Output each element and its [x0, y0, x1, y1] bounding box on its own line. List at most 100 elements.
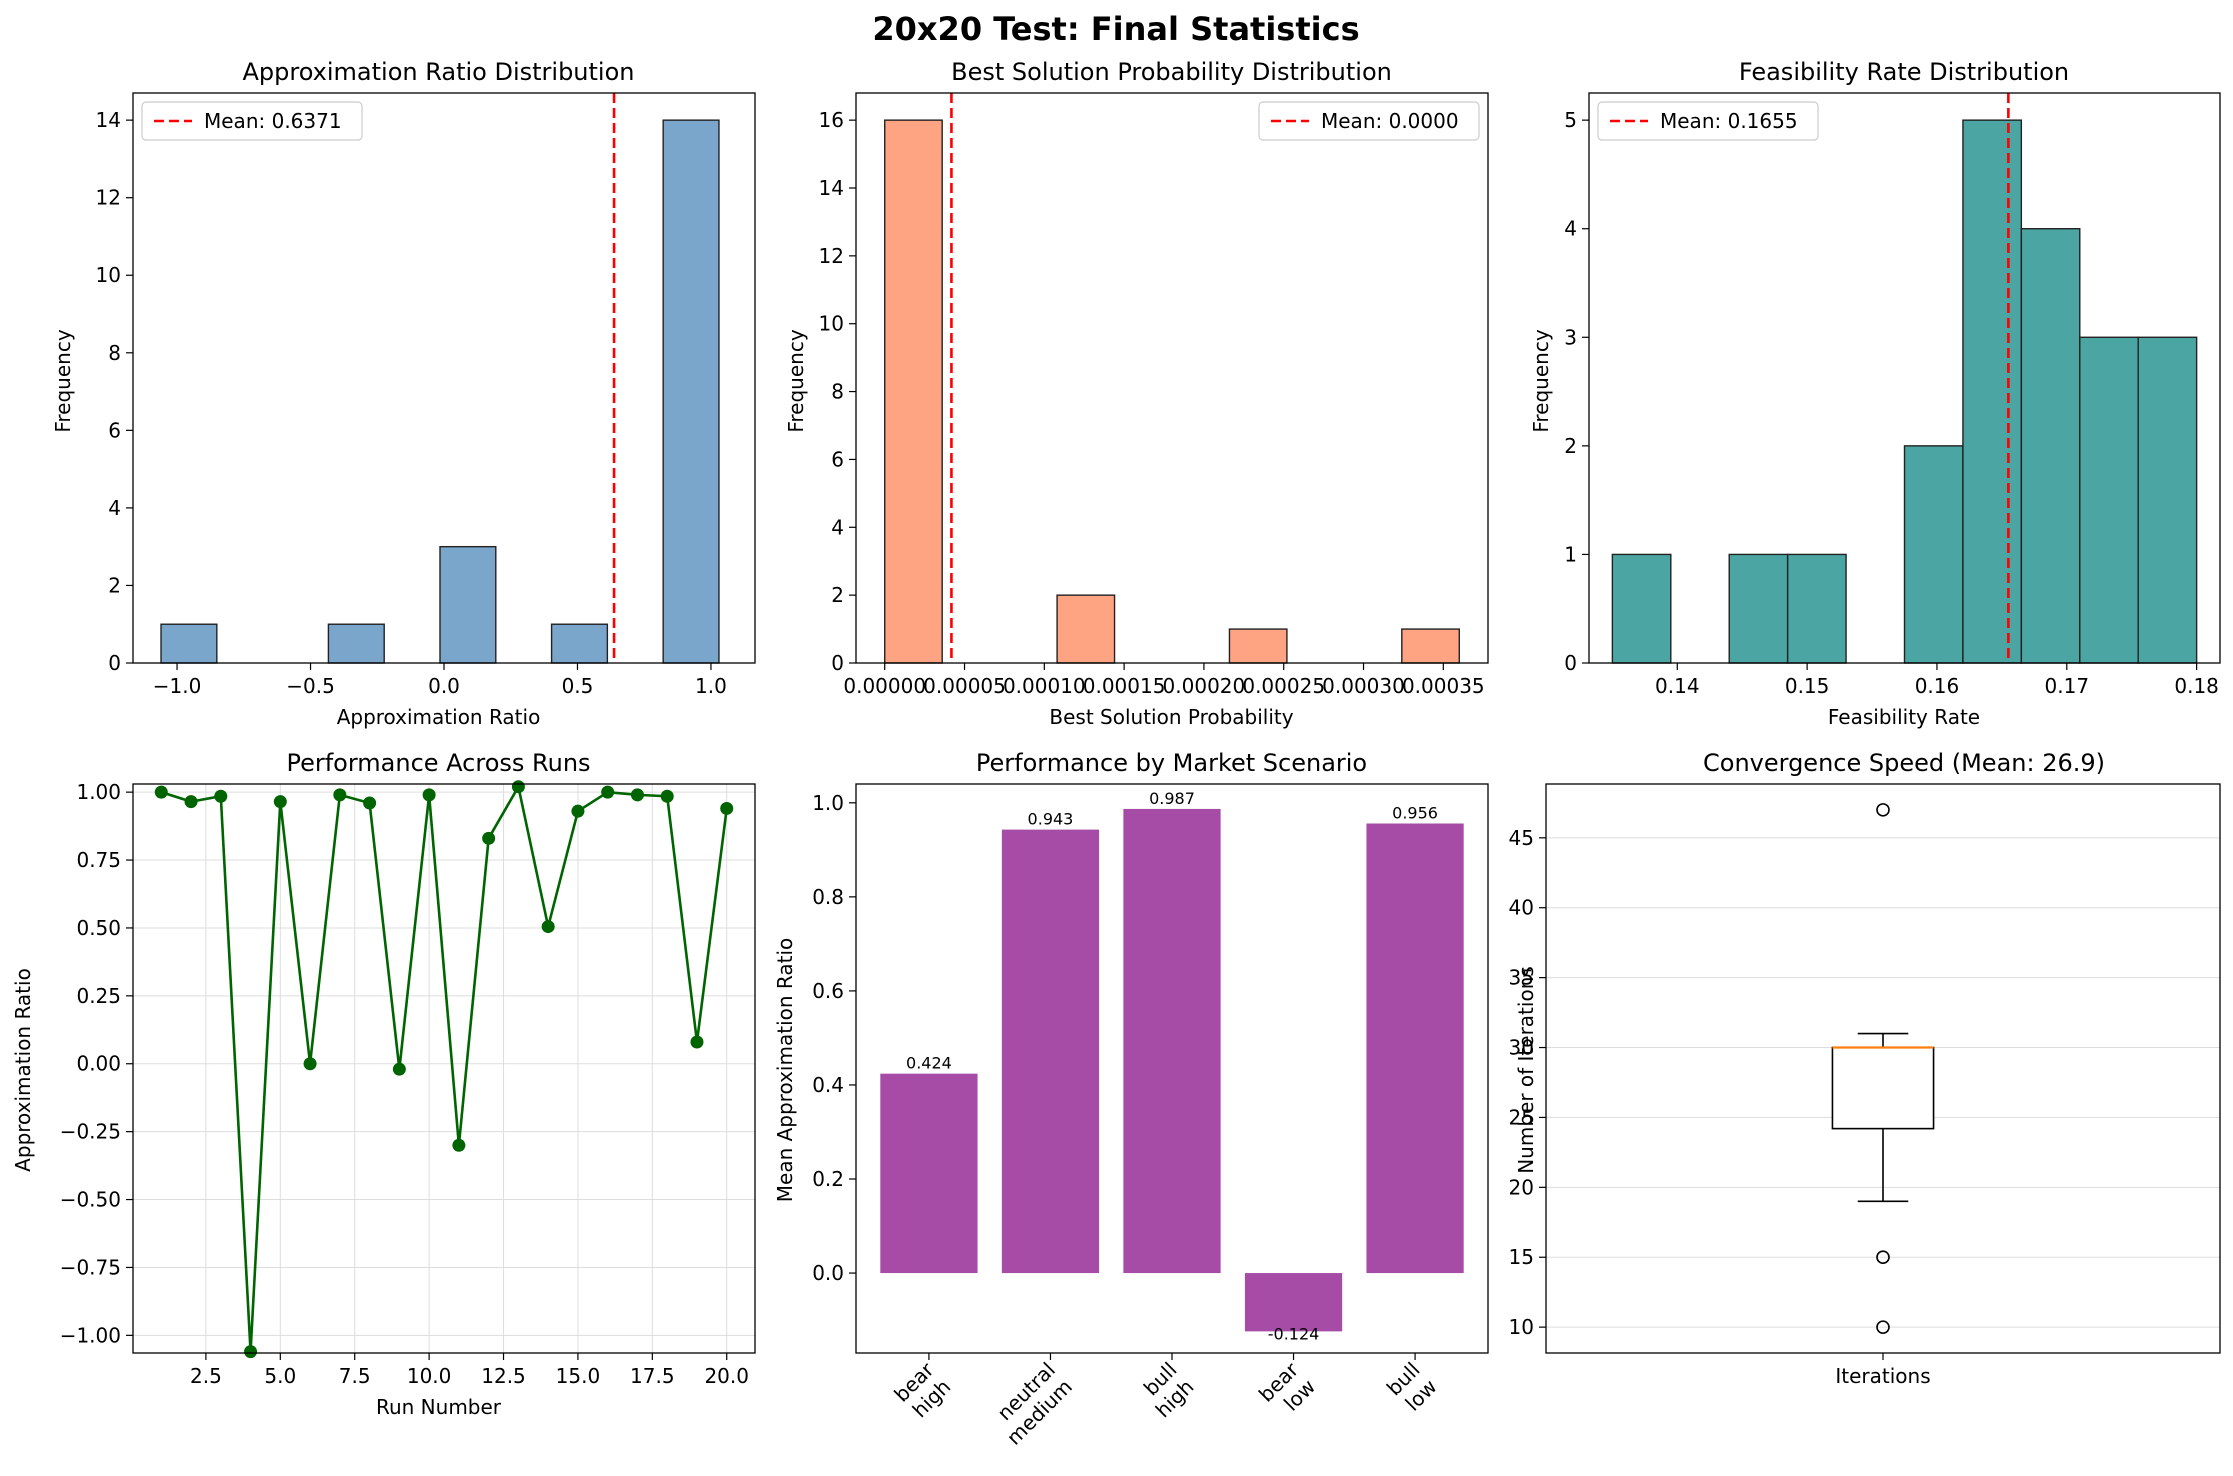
panel-1-ytick-label: 2: [108, 573, 121, 597]
panel-4-data-point: [630, 788, 644, 802]
panel-4-xtick-label: 15.0: [556, 1364, 601, 1388]
panel-4-ytick-label: −0.75: [60, 1255, 121, 1279]
panel-6-outlier: [1876, 1320, 1890, 1334]
panel-4-data-point: [154, 785, 168, 799]
panel-1-hist-bar: [439, 545, 497, 664]
panel-4-ytick-label: −1.00: [60, 1323, 121, 1347]
panel-2-xlabel: Best Solution Probability: [1049, 705, 1293, 729]
panel-4-data-point: [333, 788, 347, 802]
panel-5-xtick-label: neutralmedium: [985, 1358, 1077, 1450]
panel-5-bar: [1366, 823, 1464, 1274]
panel-4-frame: [132, 783, 756, 1354]
panel-best-solution-probability: Best Solution Probability Distribution B…: [784, 58, 1489, 729]
panel-3-xtick-label: 0.16: [1915, 674, 1960, 698]
panel-1-ytick-label: 6: [108, 418, 121, 442]
panel-2-xtick-label: 0.00020: [1163, 674, 1246, 698]
panel-5-ytick-label: 0.2: [812, 1167, 844, 1191]
panel-1-ytick-label: 0: [108, 651, 121, 675]
panel-5-value-label: -0.124: [1268, 1324, 1320, 1343]
panel-3-ytick-label: 1: [1564, 542, 1577, 566]
panel-3-frame: [1588, 92, 2221, 664]
panel-3-xtick-label: 0.14: [1655, 674, 1700, 698]
panel-3-ylabel: Frequency: [1529, 329, 1553, 432]
panel-5-xtick-label: bullhigh: [1134, 1358, 1199, 1423]
panel-4-xlabel: Run Number: [376, 1395, 502, 1419]
panel-2-ytick-label: 12: [819, 244, 844, 268]
panel-4-data-point: [601, 785, 615, 799]
panel-1-ytick-label: 4: [108, 496, 121, 520]
panel-4-data-point: [660, 789, 674, 803]
panel-approximation-ratio: Approximation Ratio Distribution Approxi…: [51, 58, 756, 729]
panel-3-hist-bar: [1728, 553, 1789, 664]
panel-3-xtick-label: 0.17: [2045, 674, 2090, 698]
panel-2-xtick-label: 0.00035: [1402, 674, 1485, 698]
panel-2-ylabel: Frequency: [784, 329, 808, 432]
panel-6-ytick-label: 25: [1509, 1105, 1534, 1129]
panel-6-ytick-label: 45: [1509, 826, 1534, 850]
panel-1-hist-bar: [160, 623, 218, 664]
panel-2-title: Best Solution Probability Distribution: [951, 58, 1392, 86]
panel-2-ytick-label: 14: [819, 176, 844, 200]
panel-2-legend-box: [1258, 101, 1480, 141]
panel-3-hist-bar: [2079, 336, 2139, 664]
panel-1-xtick-label: 0.5: [562, 674, 594, 698]
panel-4-xtick-label: 7.5: [339, 1364, 371, 1388]
panel-5-xtick-label: bulllow: [1382, 1358, 1442, 1418]
panel-2-ytick-label: 2: [831, 583, 844, 607]
panel-3-xtick-label: 0.15: [1785, 674, 1830, 698]
panel-6-ytick-label: 40: [1509, 896, 1534, 920]
panel-performance-across-runs: Performance Across Runs Run Number Appro…: [11, 749, 756, 1419]
panel-1-legend-box: [141, 101, 363, 141]
panel-3-legend-box: [1597, 101, 1819, 141]
panel-6-title: Convergence Speed (Mean: 26.9): [1703, 749, 2105, 777]
panel-4-ytick-label: 0.75: [76, 848, 121, 872]
panel-3-hist-bar: [2020, 228, 2081, 664]
panel-4-xtick-label: 17.5: [630, 1364, 675, 1388]
panel-1-ylabel: Frequency: [51, 329, 75, 432]
panel-3-ytick-label: 2: [1564, 434, 1577, 458]
panel-1-xtick-label: 0.0: [428, 674, 460, 698]
panel-1-ytick-label: 14: [96, 108, 121, 132]
panel-3-legend: Mean: 0.1655: [1597, 101, 1819, 141]
panel-2-ytick-label: 4: [831, 515, 844, 539]
panel-4-data-point: [720, 801, 734, 815]
panel-1-ytick-label: 10: [96, 263, 121, 287]
panel-4-ytick-label: −0.50: [60, 1188, 121, 1212]
panel-2-ytick-label: 8: [831, 380, 844, 404]
panel-5-frame: [855, 783, 1489, 1354]
panel-4-data-point: [482, 831, 496, 845]
panel-2-ytick-label: 16: [819, 108, 844, 132]
panel-4-xtick-label: 5.0: [264, 1364, 296, 1388]
panel-6-outlier: [1876, 803, 1890, 817]
panel-4-data-point: [214, 789, 228, 803]
panel-4-ylabel: Approximation Ratio: [11, 968, 35, 1172]
panel-5-bar: [1244, 1273, 1343, 1332]
panel-2-xtick-label: 0.00030: [1322, 674, 1405, 698]
panel-6-ytick-label: 20: [1509, 1175, 1534, 1199]
panel-3-ytick-label: 4: [1564, 217, 1577, 241]
panel-5-xtick-label: bearlow: [1254, 1357, 1321, 1424]
panel-4-ytick-label: 0.25: [76, 984, 121, 1008]
panel-4-title: Performance Across Runs: [286, 749, 590, 777]
panel-2-xtick-label: 0.00000: [843, 674, 926, 698]
panel-1-ytick-label: 12: [96, 186, 121, 210]
panel-5-title: Performance by Market Scenario: [976, 749, 1367, 777]
panel-4-ytick-label: 0.50: [76, 916, 121, 940]
panel-3-hist-bar: [2137, 336, 2198, 664]
panel-1-ytick-label: 8: [108, 341, 121, 365]
panel-2-hist-bar: [1401, 628, 1460, 664]
panel-5-value-label: 0.956: [1392, 804, 1438, 823]
panel-2-hist-bar: [884, 119, 943, 664]
panel-4-xtick-label: 20.0: [704, 1364, 749, 1388]
panel-6-ylabel: Number of Iterations: [1514, 966, 1538, 1174]
panel-1-xtick-label: 1.0: [695, 674, 727, 698]
panel-1-xtick-label: −0.5: [286, 674, 335, 698]
panel-4-data-point: [690, 1035, 704, 1049]
panel-5-ytick-label: 0.4: [812, 1073, 844, 1097]
panel-6-xtick-label: Iterations: [1835, 1364, 1930, 1388]
panel-1-hist-bar: [662, 119, 720, 664]
panel-4-data-point: [303, 1057, 317, 1071]
panel-4-data-point: [273, 795, 287, 809]
panel-6-ytick-label: 15: [1509, 1245, 1534, 1269]
